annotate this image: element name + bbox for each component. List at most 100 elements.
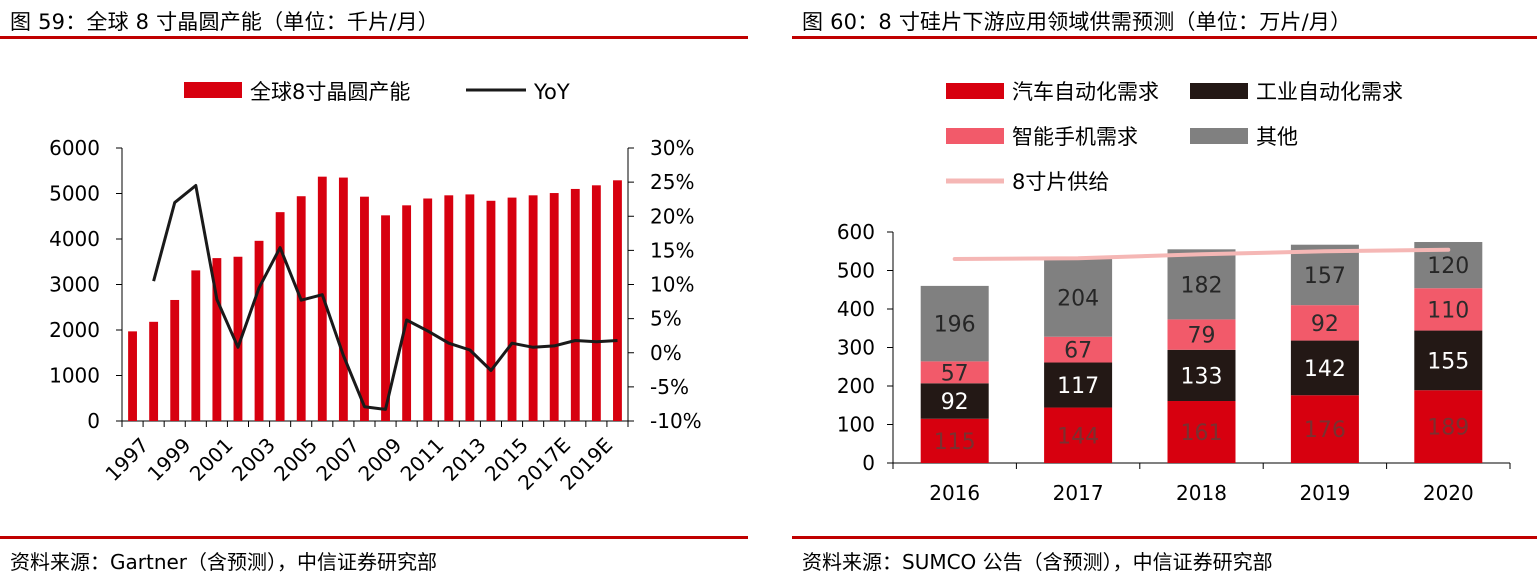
figure-60-title: 图 60：8 寸硅片下游应用领域供需预测（单位：万片/月） <box>802 10 1352 34</box>
figure-59-panel: 图 59：全球 8 寸晶圆产能（单位：千片/月） 全球8寸晶圆产能 YoY 0 100… <box>0 0 750 586</box>
stack-value-label: 142 <box>1304 357 1346 382</box>
stack-value-label: 157 <box>1304 264 1346 289</box>
stack-segment-3 <box>920 285 989 362</box>
legend-swatch-3 <box>1190 128 1248 144</box>
capacity-bar <box>507 197 517 421</box>
stack-segment-3 <box>1167 249 1236 320</box>
source-rule <box>0 536 748 539</box>
stack-segment-0 <box>1414 390 1483 463</box>
stack-segment-0 <box>1044 407 1113 463</box>
right-y-tick-label: 30% <box>650 136 694 160</box>
x-tick-label: 2013 <box>438 433 491 486</box>
figure-60-panel: 图 60：8 寸硅片下游应用领域供需预测（单位：万片/月） 汽车自动化需求 工业自… <box>792 0 1539 586</box>
right-y-tick-label: 5% <box>650 307 682 331</box>
x-tick-label: 2018 <box>1176 481 1227 505</box>
stack-segment-1 <box>1290 340 1359 396</box>
stack-segment-3 <box>1044 258 1113 337</box>
figure-59-source: 资料来源：Gartner（含预测），中信证券研究部 <box>10 550 438 574</box>
left-y-tick-label: 3000 <box>49 273 100 297</box>
stack-segment-1 <box>1044 362 1113 408</box>
capacity-bar <box>296 196 306 421</box>
capacity-bar <box>128 331 137 421</box>
legend-label-2: 智能手机需求 <box>1012 125 1138 149</box>
source-rule <box>792 536 1537 539</box>
stack-value-label: 144 <box>1057 424 1099 449</box>
supply-line <box>952 247 1451 261</box>
stack-value-label: 79 <box>1188 324 1216 349</box>
legend-label-0: 汽车自动化需求 <box>1012 80 1159 104</box>
legend-label-capacity: 全球8寸晶圆产能 <box>250 80 410 104</box>
stack-segment-2 <box>1167 319 1236 350</box>
y-tick-label: 600 <box>837 220 875 244</box>
stack-value-label: 117 <box>1057 374 1099 399</box>
x-tick-label: 2001 <box>185 433 238 486</box>
stack-value-label: 155 <box>1427 349 1469 374</box>
capacity-bar <box>549 193 559 421</box>
capacity-bar <box>191 270 201 421</box>
global-8inch-capacity-chart: 全球8寸晶圆产能 YoY 0 1000 2000 3000 4000 5000 6000 -10%… <box>49 80 702 495</box>
stack-value-label: 189 <box>1427 416 1469 441</box>
stack-segment-3 <box>1290 244 1359 306</box>
left-y-tick-label: 1000 <box>49 364 100 388</box>
legend-swatch-2 <box>946 128 1004 144</box>
stack-segment-0 <box>1290 395 1359 463</box>
right-y-tick-label: 20% <box>650 204 694 228</box>
x-tick-label: 2007 <box>311 433 364 486</box>
stack-value-label: 92 <box>941 390 969 415</box>
capacity-bar <box>149 321 159 421</box>
y-tick-label: 500 <box>837 259 875 283</box>
stack-value-label: 182 <box>1181 273 1223 298</box>
capacity-bar <box>423 198 433 421</box>
left-y-tick-label: 0 <box>87 409 100 433</box>
legend-label-1: 工业自动化需求 <box>1256 80 1403 104</box>
x-tick-label: 1997 <box>100 433 153 486</box>
capacity-bar <box>275 212 285 421</box>
y-tick-label: 0 <box>862 451 875 475</box>
figure-59-title: 图 59：全球 8 寸晶圆产能（单位：千片/月） <box>10 10 439 34</box>
capacity-bar <box>591 185 601 421</box>
legend-label-3: 其他 <box>1256 125 1298 149</box>
stack-value-label: 204 <box>1057 286 1099 311</box>
capacity-bar <box>254 240 264 421</box>
stack-segment-2 <box>1414 288 1483 331</box>
x-tick-label: 2005 <box>269 433 322 486</box>
stack-value-label: 120 <box>1427 254 1469 279</box>
legend-swatch-0 <box>946 83 1004 99</box>
title-rule <box>792 36 1537 39</box>
y-tick-label: 400 <box>837 297 875 321</box>
stack-segment-0 <box>920 418 989 463</box>
capacity-bar <box>528 195 538 421</box>
x-tick-label: 2020 <box>1423 481 1474 505</box>
title-rule <box>0 36 748 39</box>
capacity-bar <box>613 180 622 421</box>
capacity-bar <box>212 258 222 421</box>
left-y-tick-label: 4000 <box>49 227 100 251</box>
stack-value-label: 115 <box>934 430 976 455</box>
capacity-bar <box>402 205 412 421</box>
capacity-bar <box>381 215 390 421</box>
capacity-bar <box>570 188 580 421</box>
capacity-bar <box>486 200 496 421</box>
stack-segment-1 <box>920 383 989 419</box>
stack-value-label: 133 <box>1181 364 1223 389</box>
right-y-tick-label: 15% <box>650 238 694 262</box>
right-y-tick-label: 10% <box>650 273 694 297</box>
stack-segment-1 <box>1414 330 1483 391</box>
stack-segment-0 <box>1167 401 1236 463</box>
x-tick-label: 2017 <box>1053 481 1104 505</box>
stack-segment-2 <box>1290 305 1359 341</box>
stack-segment-2 <box>1044 336 1113 363</box>
stack-value-label: 67 <box>1064 339 1092 364</box>
capacity-bar <box>170 299 180 421</box>
y-tick-label: 200 <box>837 374 875 398</box>
stack-value-label: 57 <box>941 361 969 386</box>
capacity-bar <box>465 194 475 421</box>
stack-value-label: 176 <box>1304 418 1346 443</box>
stack-value-label: 196 <box>934 313 976 338</box>
right-y-tick-label: -10% <box>650 409 702 433</box>
y-tick-label: 100 <box>837 413 875 437</box>
x-tick-label: 2003 <box>227 433 280 486</box>
right-y-tick-label: 25% <box>650 170 694 194</box>
y-tick-label: 300 <box>837 336 875 360</box>
